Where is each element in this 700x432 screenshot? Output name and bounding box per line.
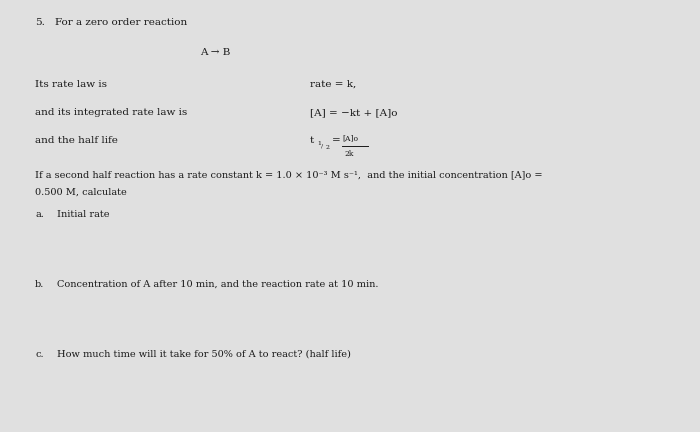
Text: /: / — [321, 143, 323, 148]
Text: and the half life: and the half life — [35, 136, 118, 145]
Text: [A] = −kt + [A]o: [A] = −kt + [A]o — [310, 108, 398, 117]
Text: If a second half reaction has a rate constant k = 1.0 × 10⁻³ M s⁻¹,  and the ini: If a second half reaction has a rate con… — [35, 170, 542, 179]
Text: a.: a. — [35, 210, 44, 219]
Text: 1: 1 — [317, 141, 321, 146]
Text: =: = — [332, 136, 341, 145]
Text: rate = k,: rate = k, — [310, 80, 356, 89]
Text: 0.500 M, calculate: 0.500 M, calculate — [35, 188, 127, 197]
Text: [A]o: [A]o — [342, 134, 358, 142]
Text: Initial rate: Initial rate — [57, 210, 109, 219]
Text: 5.: 5. — [35, 18, 45, 27]
Text: c.: c. — [35, 350, 43, 359]
Text: and its integrated rate law is: and its integrated rate law is — [35, 108, 188, 117]
Text: For a zero order reaction: For a zero order reaction — [55, 18, 188, 27]
Text: 2: 2 — [326, 145, 330, 150]
Text: b.: b. — [35, 280, 44, 289]
Text: Its rate law is: Its rate law is — [35, 80, 107, 89]
Text: t: t — [310, 136, 314, 145]
Text: Concentration of A after 10 min, and the reaction rate at 10 min.: Concentration of A after 10 min, and the… — [57, 280, 379, 289]
Text: A → B: A → B — [200, 48, 230, 57]
Text: 2k: 2k — [344, 150, 354, 158]
Text: How much time will it take for 50% of A to react? (half life): How much time will it take for 50% of A … — [57, 350, 351, 359]
